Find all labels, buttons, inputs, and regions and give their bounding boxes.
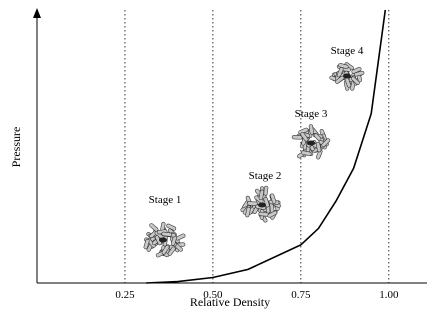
stage-label: Stage 2 [249,170,282,182]
stage-label: Stage 3 [295,108,328,120]
stage-label: Stage 4 [331,45,364,57]
particle-cluster [329,62,364,91]
chart: Relative Density Pressure 0.25 0.50 0.75 1.… [0,0,427,313]
cluster-core [159,238,167,243]
y-axis-label: Pressure [9,127,23,168]
particle-cluster [292,124,331,159]
x-tick-label: 0.75 [291,289,311,301]
stage-label: Stage 1 [149,194,182,206]
cluster-core [307,141,315,146]
particle-cluster [240,186,281,223]
x-tick-label: 0.25 [115,289,135,301]
cluster-core [343,74,351,79]
x-tick-label: 1.00 [379,289,399,301]
particle-cluster [143,222,185,258]
x-tick-label: 0.50 [203,289,223,301]
cluster-core [258,203,266,208]
x-axis-label: Relative Density [190,295,270,309]
y-axis-arrow [33,8,41,18]
particle [292,135,302,139]
